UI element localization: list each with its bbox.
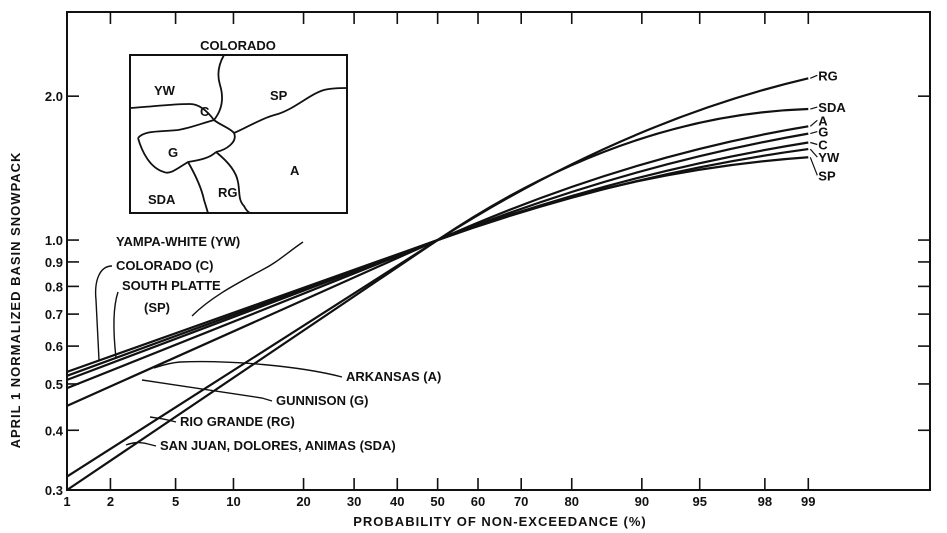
x-tick-label: 80 [565, 494, 579, 509]
y-tick-label: 0.3 [45, 483, 63, 498]
callout-label: (SP) [144, 300, 170, 315]
series-end-leader [810, 107, 817, 109]
map-region-label-a: A [290, 163, 300, 178]
callout-label: ARKANSAS (A) [346, 369, 441, 384]
series-end-leader [810, 142, 817, 144]
series-end-label-yw: YW [818, 150, 840, 165]
x-axis-title: PROBABILITY OF NON-EXCEEDANCE (%) [353, 514, 647, 529]
callout-label: RIO GRANDE (RG) [180, 414, 295, 429]
callout-leader-line [114, 292, 118, 358]
callout-label: SOUTH PLATTE [122, 278, 221, 293]
x-tick-label: 10 [226, 494, 240, 509]
y-tick-label: 0.5 [45, 377, 63, 392]
callout-leader-line [142, 380, 272, 401]
y-axis-title: APRIL 1 NORMALIZED BASIN SNOWPACK [8, 152, 23, 449]
series-end-leader [810, 157, 817, 175]
map-region-label-rg: RG [218, 185, 238, 200]
x-tick-label: 70 [514, 494, 528, 509]
x-tick-label: 20 [296, 494, 310, 509]
x-tick-label: 60 [471, 494, 485, 509]
x-tick-label: 95 [692, 494, 706, 509]
series-end-leader [810, 120, 817, 126]
series-end-label-rg: RG [818, 68, 838, 83]
x-tick-label: 99 [801, 494, 815, 509]
y-tick-labels: 0.3 0.4 0.5 0.6 0.7 0.8 0.9 1.0 2.0 [45, 89, 64, 498]
y-tick-label: 0.9 [45, 255, 63, 270]
x-tick-label: 50 [430, 494, 444, 509]
y-tick-label: 0.7 [45, 307, 63, 322]
y-tick-label: 1.0 [45, 233, 63, 248]
series-end-leader [810, 149, 817, 157]
callout-leader-line [126, 443, 156, 446]
x-tick-label: 90 [635, 494, 649, 509]
map-region-label-sda: SDA [148, 192, 176, 207]
callout-label: GUNNISON (G) [276, 393, 368, 408]
x-tick-labels: 1 2 5 10 20 30 40 50 60 70 80 90 95 98 99 [63, 494, 815, 509]
callout-leader-line [96, 266, 112, 360]
series-end-leader [810, 75, 817, 78]
x-tick-label: 98 [758, 494, 772, 509]
callout-label: COLORADO (C) [116, 258, 214, 273]
y-tick-label: 2.0 [45, 89, 63, 104]
y-tick-label: 0.8 [45, 279, 63, 294]
callout-label: SAN JUAN, DOLORES, ANIMAS (SDA) [160, 438, 396, 453]
x-tick-label: 5 [172, 494, 179, 509]
map-region-label-sp: SP [270, 88, 288, 103]
map-region-label-g: G [168, 145, 178, 160]
x-tick-label: 30 [347, 494, 361, 509]
map-region-label-yw: YW [154, 83, 176, 98]
x-tick-label: 2 [107, 494, 114, 509]
map-region-label-c: C [200, 104, 210, 119]
callout-leader-line [154, 362, 342, 377]
series-line-sda [67, 109, 808, 490]
series-end-leader [810, 132, 817, 134]
inset-map-region-labels: YW C SP G A SDA RG [148, 83, 300, 207]
inset-map-title: COLORADO [200, 38, 276, 53]
inset-map: COLORADO [130, 38, 347, 213]
y-tick-label: 0.4 [45, 423, 64, 438]
x-tick-label: 40 [390, 494, 404, 509]
y-tick-label: 0.6 [45, 339, 63, 354]
series-end-label-sp: SP [818, 168, 836, 183]
x-tick-label: 1 [63, 494, 70, 509]
callout-label: YAMPA-WHITE (YW) [116, 234, 240, 249]
inset-map-boundaries [130, 55, 347, 213]
